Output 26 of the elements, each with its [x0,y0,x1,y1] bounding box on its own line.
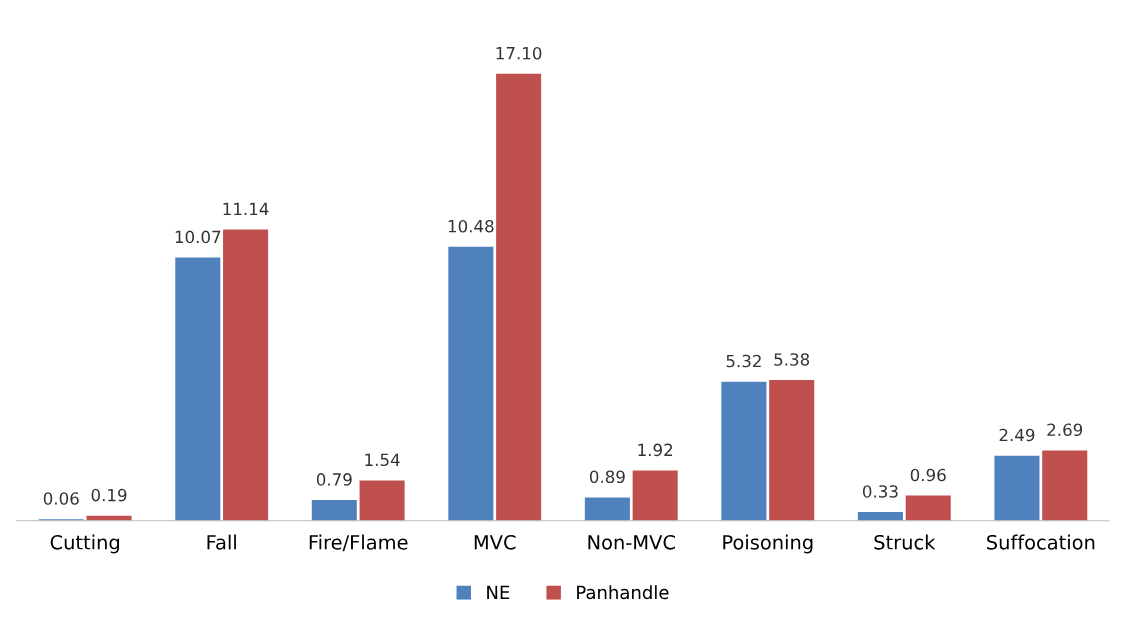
data-label: 1.92 [638,443,673,457]
x-tick-label: Fall [207,534,236,550]
x-tick-label: Cutting [50,534,119,554]
data-label: 0.89 [589,470,625,484]
data-label: 1.54 [365,453,400,467]
data-label: 17.10 [496,46,542,60]
data-label: 0.96 [910,468,946,482]
legend-label: Panhandle [577,585,669,600]
x-tick-label: Struck [874,534,936,550]
data-label: 0.19 [91,488,127,502]
data-label: 0.33 [862,485,898,498]
x-tick-label: Suffocation [987,534,1095,550]
legend-label: NE [487,585,510,599]
x-tick-label: Poisoning [723,534,813,554]
data-label: 5.32 [726,354,761,368]
data-label: 11.14 [223,202,269,216]
data-label: 10.48 [448,219,494,233]
data-label: 0.79 [316,473,352,486]
x-tick-label: Non-MVC [588,534,675,550]
x-tick-label: MVC [474,534,516,550]
data-label: 0.06 [43,492,79,505]
data-label: 10.07 [175,230,221,244]
data-label: 5.38 [774,353,810,366]
data-label: 2.69 [1047,423,1083,437]
x-tick-label: Fire/Flame [309,534,408,552]
data-label: 2.49 [999,428,1035,442]
